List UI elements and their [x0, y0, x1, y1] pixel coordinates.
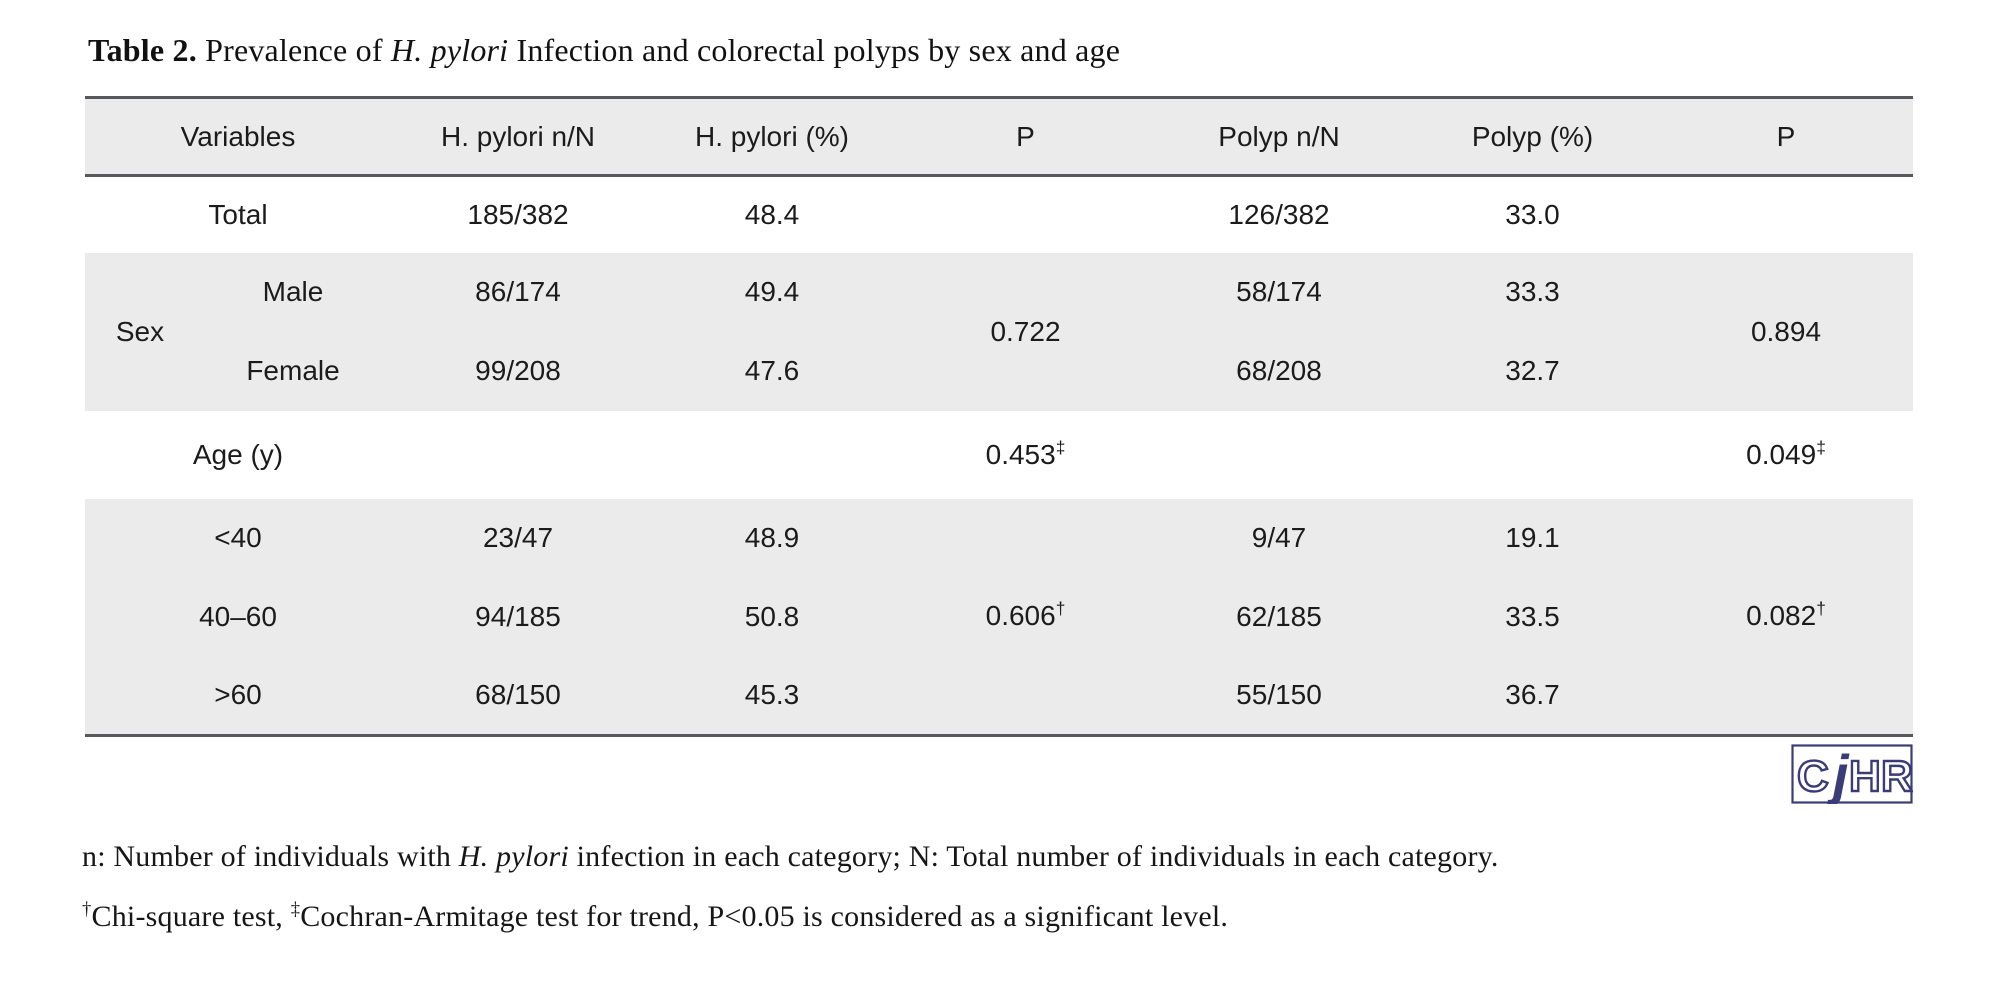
- cell-40to60-polyp-pct: 33.5: [1505, 601, 1560, 632]
- cell-female-hp-nn: 99/208: [475, 355, 561, 386]
- cell-empty: [1406, 411, 1659, 499]
- cell-empty: [391, 411, 645, 499]
- cell-male-polyp-nn: 58/174: [1236, 276, 1322, 307]
- row-male: Sex Male 86/174 49.4 0.722 58/174 33.3 0…: [85, 253, 1913, 347]
- cell-age-p-hp-chi: 0.606†: [899, 499, 1152, 736]
- cell-total-polyp-nn: 126/382: [1228, 198, 1330, 230]
- cell-female-label: Female: [246, 355, 340, 386]
- double-dagger-marker: ‡: [1816, 437, 1826, 458]
- logo-letter-h: H: [1849, 752, 1881, 801]
- cell-sex-group-label: Sex: [115, 315, 165, 347]
- dagger-marker: †: [1816, 598, 1826, 619]
- col-header-variables: Variables: [180, 120, 296, 152]
- cell-total-label: Total: [208, 198, 268, 230]
- cell-over60-hp-nn: 68/150: [475, 679, 561, 711]
- cell-male-hp-nn: 86/174: [475, 276, 561, 307]
- cell-male-polyp-pct: 33.3: [1505, 276, 1560, 307]
- col-header-hpylori-pct: H. pylori (%): [694, 120, 849, 152]
- footnote1-post: infection in each category; N: Total num…: [568, 840, 1499, 873]
- cell-total-hp-pct: 48.4: [744, 198, 800, 230]
- cell-40to60-hp-pct: 50.8: [744, 601, 800, 632]
- cell-over60-hp-pct: 45.3: [744, 679, 800, 711]
- cell-age-p-polyp-trend: 0.049‡: [1659, 411, 1913, 499]
- cell-age-p-polyp-chi: 0.082†: [1659, 499, 1913, 736]
- cjhr-logo: C j H R: [1791, 744, 1913, 804]
- double-dagger-marker: ‡: [290, 899, 301, 920]
- col-header-polyp-pct: Polyp (%): [1471, 120, 1594, 152]
- cell-age-group-label: Age (y): [192, 438, 284, 470]
- total-band: Total 185/382 48.4 126/382 33.0: [85, 175, 1913, 253]
- prevalence-table: Variables H. pylori n/N H. pylori (%) P …: [85, 96, 1913, 737]
- logo-row: C j H R: [85, 744, 1913, 804]
- dagger-marker: †: [1055, 598, 1066, 619]
- col-header-p-polyp: P: [1776, 120, 1796, 152]
- double-dagger-marker: ‡: [1055, 437, 1066, 458]
- cell-sex-p-hp: 0.722: [990, 315, 1061, 347]
- table-caption-number: Table 2.: [88, 32, 197, 68]
- p-value: 0.049: [1746, 438, 1817, 470]
- cell-40to60-hp-nn: 94/185: [475, 601, 561, 632]
- p-value: 0.082: [1746, 600, 1817, 632]
- cell-under40-hp-pct: 48.9: [744, 522, 800, 553]
- cell-empty: [645, 411, 899, 499]
- cell-empty: [1152, 411, 1406, 499]
- cell-under40-label: <40: [214, 522, 262, 553]
- footnote2-chi-text: Chi-square test,: [91, 900, 291, 933]
- logo-letter-r: R: [1881, 752, 1913, 801]
- cell-40to60-label: 40–60: [199, 601, 277, 632]
- table-caption-text-post: Infection and colorectal polyps by sex a…: [508, 32, 1121, 68]
- cell-age-p-hp-trend: 0.453‡: [899, 411, 1152, 499]
- row-total: Total 185/382 48.4 126/382 33.0: [85, 176, 1913, 253]
- cell-empty: [1659, 176, 1913, 253]
- cell-over60-polyp-pct: 36.7: [1505, 679, 1560, 711]
- table-caption-text-pre: Prevalence of: [196, 32, 391, 68]
- cell-female-polyp-nn: 68/208: [1236, 355, 1322, 386]
- cell-over60-label: >60: [214, 679, 262, 711]
- row-age-under40: <40 23/47 48.9 0.606† 9/47 19.1 0.082†: [85, 499, 1913, 631]
- row-age-over60: >60 68/150 45.3 55/150 36.7: [85, 657, 1913, 736]
- cell-female-hp-pct: 47.6: [744, 355, 800, 386]
- p-value: 0.606: [985, 600, 1056, 632]
- cell-under40-polyp-pct: 19.1: [1505, 522, 1560, 553]
- age-header-band: Age (y) 0.453‡ 0.049‡: [85, 410, 1913, 499]
- cell-under40-hp-nn: 23/47: [482, 522, 554, 553]
- col-header-polyp-nn: Polyp n/N: [1218, 120, 1340, 152]
- row-age-40to60: 40–60 94/185 50.8 62/185 33.5: [85, 578, 1913, 657]
- cell-total-hp-nn: 185/382: [467, 198, 569, 230]
- cell-female-polyp-pct: 32.7: [1505, 355, 1560, 386]
- p-value: 0.453: [985, 438, 1056, 470]
- cell-40to60-polyp-nn: 62/185: [1236, 601, 1322, 632]
- footnote-definitions: n: Number of individuals with H. pylori …: [82, 840, 2000, 874]
- footnote-tests: †Chi-square test, ‡Cochran-Armitage test…: [82, 899, 2000, 934]
- row-age-label: Age (y) 0.453‡ 0.049‡: [85, 411, 1913, 499]
- table-header: Variables H. pylori n/N H. pylori (%) P …: [85, 97, 1913, 176]
- cell-male-hp-pct: 49.4: [744, 276, 800, 307]
- table-caption: Table 2. Prevalence of H. pylori Infecti…: [88, 32, 2000, 69]
- row-female: Female 99/208 47.6 68/208 32.7: [85, 332, 1913, 411]
- cell-empty: [899, 176, 1152, 253]
- logo-letter-c: C: [1797, 752, 1829, 801]
- cell-male-label: Male: [262, 276, 324, 307]
- sex-band: Sex Male 86/174 49.4 0.722 58/174 33.3 0…: [85, 252, 1913, 411]
- cell-total-polyp-pct: 33.0: [1505, 198, 1560, 230]
- dagger-marker: †: [82, 899, 92, 920]
- age-groups-band: <40 23/47 48.9 0.606† 9/47 19.1 0.082† 4…: [85, 498, 1913, 736]
- cell-sex-p-polyp: 0.894: [1750, 315, 1822, 347]
- footnote1-pre: n: Number of individuals with: [82, 840, 459, 873]
- cell-over60-polyp-nn: 55/150: [1236, 679, 1322, 711]
- footnote2-trend-text: Cochran-Armitage test for trend, P<0.05 …: [300, 900, 1229, 933]
- header-row: Variables H. pylori n/N H. pylori (%) P …: [85, 97, 1913, 176]
- table-caption-italic: H. pylori: [390, 32, 509, 68]
- cell-under40-polyp-nn: 9/47: [1251, 522, 1307, 553]
- col-header-p-hpylori: P: [1016, 120, 1035, 152]
- col-header-hpylori-nn: H. pylori n/N: [440, 120, 596, 152]
- footnote1-italic: H. pylori: [458, 840, 569, 873]
- logo-border: [1791, 744, 1913, 804]
